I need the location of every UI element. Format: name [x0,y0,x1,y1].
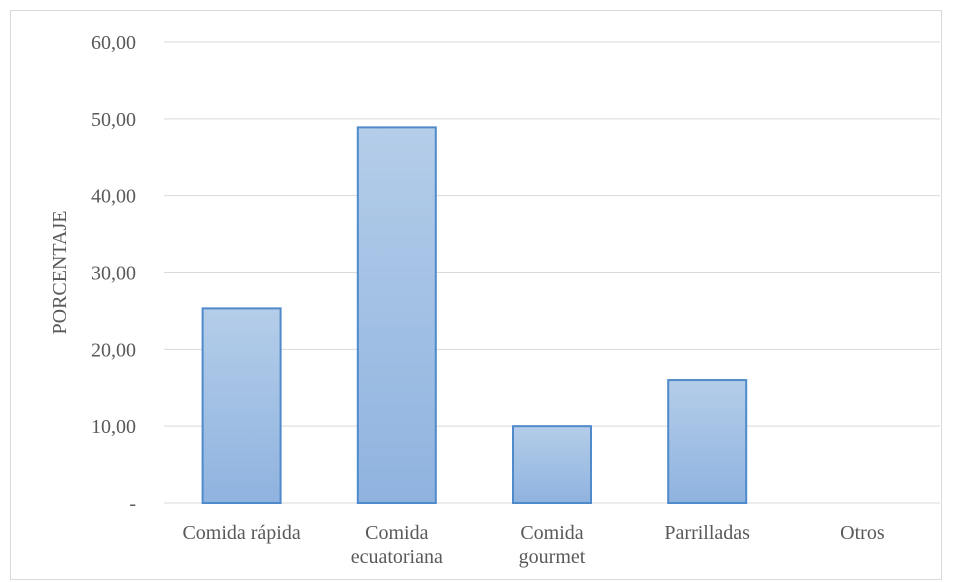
x-category-label: Parrilladas [664,522,750,544]
bar [667,379,748,505]
y-tick-label: 10,00 [91,416,136,438]
x-category-labels: Comida rápida Comida ecuatoriana Comida gour… [182,522,884,568]
y-tick-label: 40,00 [91,186,136,208]
bar [201,307,282,504]
bars [201,126,748,505]
y-tick-labels: - 10,00 20,00 30,00 40,00 50,00 60,00 [91,32,136,515]
y-tick-label: 30,00 [91,263,136,285]
bar [356,126,437,504]
gridlines [164,41,940,504]
y-tick-label: 60,00 [91,32,136,54]
bar [512,425,592,504]
x-category-label: Comida gourmet [519,522,586,568]
y-tick-label: 20,00 [91,339,136,361]
x-category-label: Comida rápida [182,522,300,544]
y-tick-label: - [129,493,136,515]
y-tick-label: 50,00 [91,109,136,131]
x-category-label: Comida ecuatoriana [351,522,443,568]
y-axis-label: PORCENTAJE [49,211,71,335]
chart-frame [10,10,942,580]
x-category-label: Otros [840,522,885,544]
